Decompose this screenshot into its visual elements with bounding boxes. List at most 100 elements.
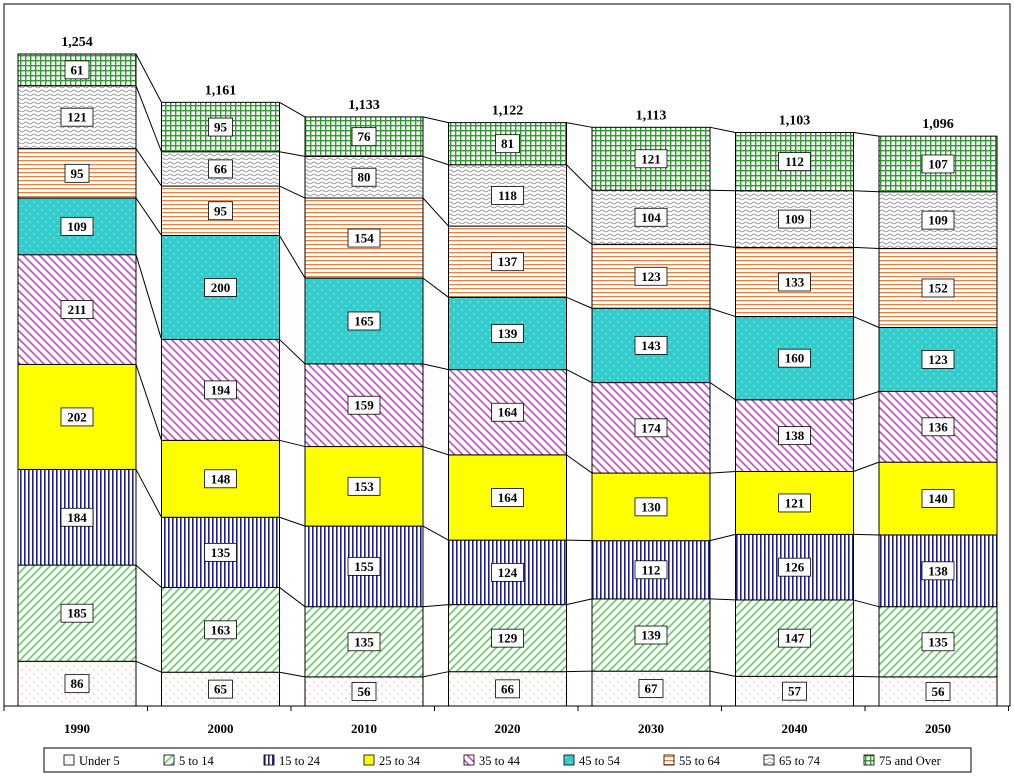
value-label-55-to-64-2040: 133 xyxy=(785,274,805,289)
connector-line xyxy=(422,116,449,124)
value-label-25-to-34-1990: 202 xyxy=(67,409,87,424)
value-label-5-to-14-2020: 129 xyxy=(498,631,518,646)
value-label-45-to-54-1990: 109 xyxy=(67,219,87,234)
value-label-under-5-1990: 86 xyxy=(71,676,85,691)
value-label-under-5-2010: 56 xyxy=(358,684,372,699)
connector-line xyxy=(279,235,306,279)
bar-75-and-over-2020 xyxy=(448,122,567,166)
connector-line xyxy=(853,390,880,401)
x-tick-label-2030: 2030 xyxy=(638,721,664,736)
value-label-under-5-2040: 57 xyxy=(788,684,802,699)
value-label-box xyxy=(778,426,811,446)
connector-line xyxy=(422,446,449,456)
legend-swatch-5-to-14 xyxy=(163,754,175,766)
connector-line xyxy=(422,197,449,227)
value-label-box xyxy=(351,167,377,187)
value-label-35-to-44-2020: 164 xyxy=(498,405,518,420)
connector-line xyxy=(853,190,880,193)
value-label-box xyxy=(64,60,90,80)
legend-label-45-to-54: 45 to 54 xyxy=(579,754,621,768)
legend-label-65-to-74: 65 to 74 xyxy=(779,754,821,768)
legend-swatch-45-to-54 xyxy=(563,754,575,766)
value-label-box xyxy=(347,311,381,331)
connector-line xyxy=(853,675,880,678)
value-label-box xyxy=(634,560,668,580)
value-label-65-to-74-2040: 109 xyxy=(785,212,805,227)
connector-line xyxy=(566,598,593,606)
legend-swatch-55-to-64 xyxy=(663,754,675,766)
value-label-35-to-44-2030: 174 xyxy=(641,420,661,435)
value-label-25-to-34-2000: 148 xyxy=(211,471,231,486)
value-label-box xyxy=(921,278,955,298)
value-label-box xyxy=(634,497,668,517)
value-label-box xyxy=(347,395,381,415)
value-label-15-to-24-2000: 135 xyxy=(211,545,231,560)
value-label-15-to-24-2010: 155 xyxy=(354,559,374,574)
value-label-75-and-over-1990: 61 xyxy=(71,62,84,77)
legend-swatch-25-to-34 xyxy=(363,754,375,766)
legend-label-35-to-44: 35 to 44 xyxy=(479,754,521,768)
value-label-box xyxy=(204,542,237,562)
value-label-box xyxy=(634,625,668,645)
total-label-2010: 1,133 xyxy=(348,98,380,113)
connector-line xyxy=(566,164,593,191)
connector-line xyxy=(279,339,306,365)
total-label-2030: 1,113 xyxy=(636,108,667,123)
connector-line xyxy=(279,439,306,448)
value-label-45-to-54-2010: 165 xyxy=(354,313,374,328)
value-label-box xyxy=(778,209,811,229)
value-label-45-to-54-2050: 123 xyxy=(928,352,948,367)
total-label-2040: 1,103 xyxy=(779,114,811,129)
connector-line xyxy=(422,277,449,298)
value-label-25-to-34-2050: 140 xyxy=(928,491,948,506)
connector-line xyxy=(135,364,162,441)
value-label-box xyxy=(208,201,233,221)
value-label-box xyxy=(60,216,94,236)
connector-line xyxy=(853,132,880,137)
connector-line xyxy=(853,533,880,536)
value-label-box xyxy=(347,476,381,496)
value-label-box xyxy=(921,210,955,230)
value-label-box xyxy=(921,350,955,369)
value-label-box xyxy=(495,679,520,699)
value-label-box xyxy=(921,154,955,174)
value-label-75-and-over-2030: 121 xyxy=(641,151,661,166)
x-tick-label-2010: 2010 xyxy=(351,721,377,736)
connector-line xyxy=(709,598,736,601)
value-label-under-5-2030: 67 xyxy=(645,681,659,696)
connector-line xyxy=(422,604,449,608)
value-label-15-to-24-2030: 112 xyxy=(642,562,661,577)
value-label-box xyxy=(491,562,524,582)
legend-label-under-5: Under 5 xyxy=(79,754,120,768)
value-label-box xyxy=(347,632,381,652)
legend-swatch-15-to-24 xyxy=(263,754,275,766)
connector-line xyxy=(279,101,306,118)
value-label-box xyxy=(60,507,94,527)
value-label-box xyxy=(638,679,664,698)
value-label-35-to-44-2050: 136 xyxy=(928,419,948,434)
legend-label-55-to-64: 55 to 64 xyxy=(679,754,721,768)
total-labels-layer: 1,254 1,161 1,133 1,122 1,113 1,103 1,096 xyxy=(61,35,954,132)
value-label-65-to-74-2020: 118 xyxy=(498,188,517,203)
total-label-2000: 1,161 xyxy=(205,83,237,98)
connector-line xyxy=(709,471,736,474)
value-label-25-to-34-2010: 153 xyxy=(354,479,374,494)
value-label-box xyxy=(208,117,233,137)
connector-line xyxy=(853,599,880,608)
value-label-box xyxy=(634,149,668,169)
value-label-box xyxy=(204,380,237,400)
value-label-55-to-64-2010: 154 xyxy=(354,231,374,246)
value-label-under-5-2000: 65 xyxy=(214,682,228,697)
connector-line xyxy=(135,53,162,103)
value-label-box xyxy=(778,348,811,368)
value-label-box xyxy=(491,252,524,272)
connector-line xyxy=(566,122,593,128)
value-label-65-to-74-1990: 121 xyxy=(67,110,87,125)
x-tick-label-2000: 2000 xyxy=(208,721,234,736)
value-label-box xyxy=(778,152,811,172)
bar-35-to-44-2050 xyxy=(878,390,998,463)
value-label-box xyxy=(64,163,90,183)
value-label-box xyxy=(634,418,668,438)
value-label-35-to-44-2010: 159 xyxy=(354,398,374,413)
connector-line xyxy=(422,525,449,541)
